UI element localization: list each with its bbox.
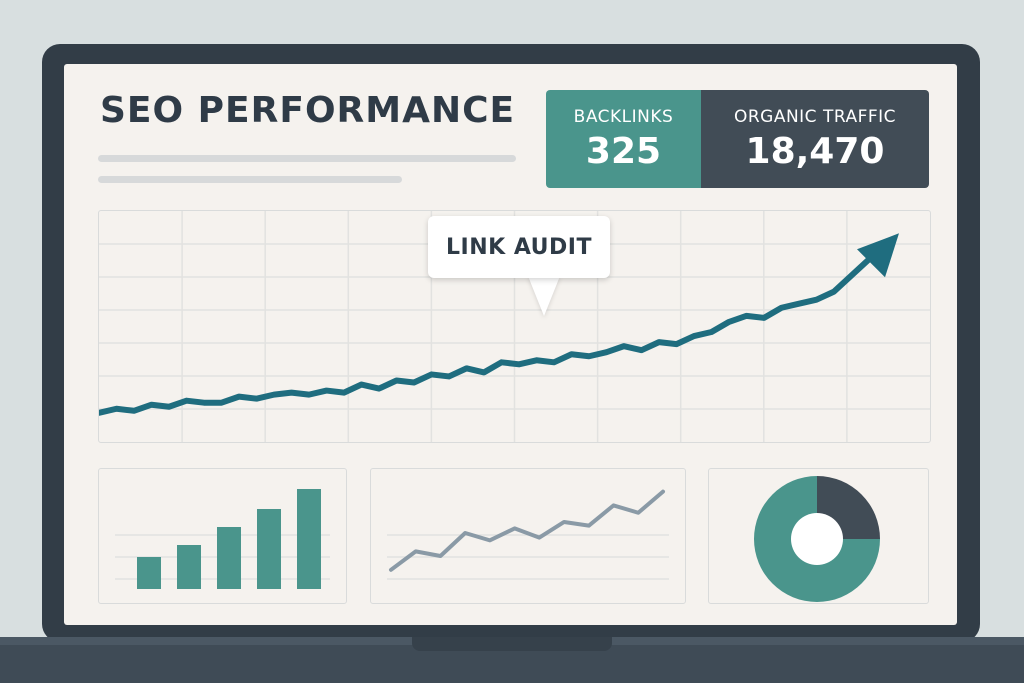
stat-organic-traffic-value: 18,470: [745, 130, 885, 172]
callout-tail: [528, 276, 560, 316]
stat-organic-traffic-label: ORGANIC TRAFFIC: [733, 106, 897, 127]
bar-mark: [137, 557, 161, 589]
trend-series-line: [99, 256, 872, 416]
stat-backlinks-value: 325: [585, 130, 662, 172]
stat-organic-traffic[interactable]: ORGANIC TRAFFIC 18,470: [701, 90, 929, 188]
main-trend-svg: [99, 211, 930, 442]
main-trend-chart[interactable]: [98, 210, 931, 443]
mini-bar-svg: [115, 489, 330, 589]
page-title: SEO PERFORMANCE: [100, 90, 516, 131]
subtitle-placeholder-line-2: [98, 176, 402, 183]
stat-backlinks-label: BACKLINKS: [573, 106, 674, 127]
donut-hole: [791, 513, 843, 565]
trend-arrowhead-icon: [857, 233, 899, 278]
stats-bar: BACKLINKS 325 ORGANIC TRAFFIC 18,470: [546, 90, 929, 188]
mini-donut-svg: [754, 476, 880, 602]
bar-mark: [217, 527, 241, 589]
laptop-base-notch: [412, 637, 612, 651]
bar-mark: [257, 509, 281, 589]
mini-line-svg: [387, 489, 669, 580]
mini-bar-chart[interactable]: [98, 468, 347, 604]
stat-backlinks[interactable]: BACKLINKS 325: [546, 90, 701, 188]
subtitle-placeholder-line-1: [98, 155, 516, 162]
mini-donut-chart[interactable]: [708, 468, 929, 604]
link-audit-callout[interactable]: LINK AUDIT: [428, 216, 610, 278]
bar-mark: [297, 489, 321, 589]
mini-line-series: [389, 489, 665, 572]
dashboard-screen: SEO PERFORMANCE BACKLINKS 325 ORGANIC TR…: [64, 64, 957, 625]
bar-mark: [177, 545, 201, 589]
mini-line-chart[interactable]: [370, 468, 686, 604]
